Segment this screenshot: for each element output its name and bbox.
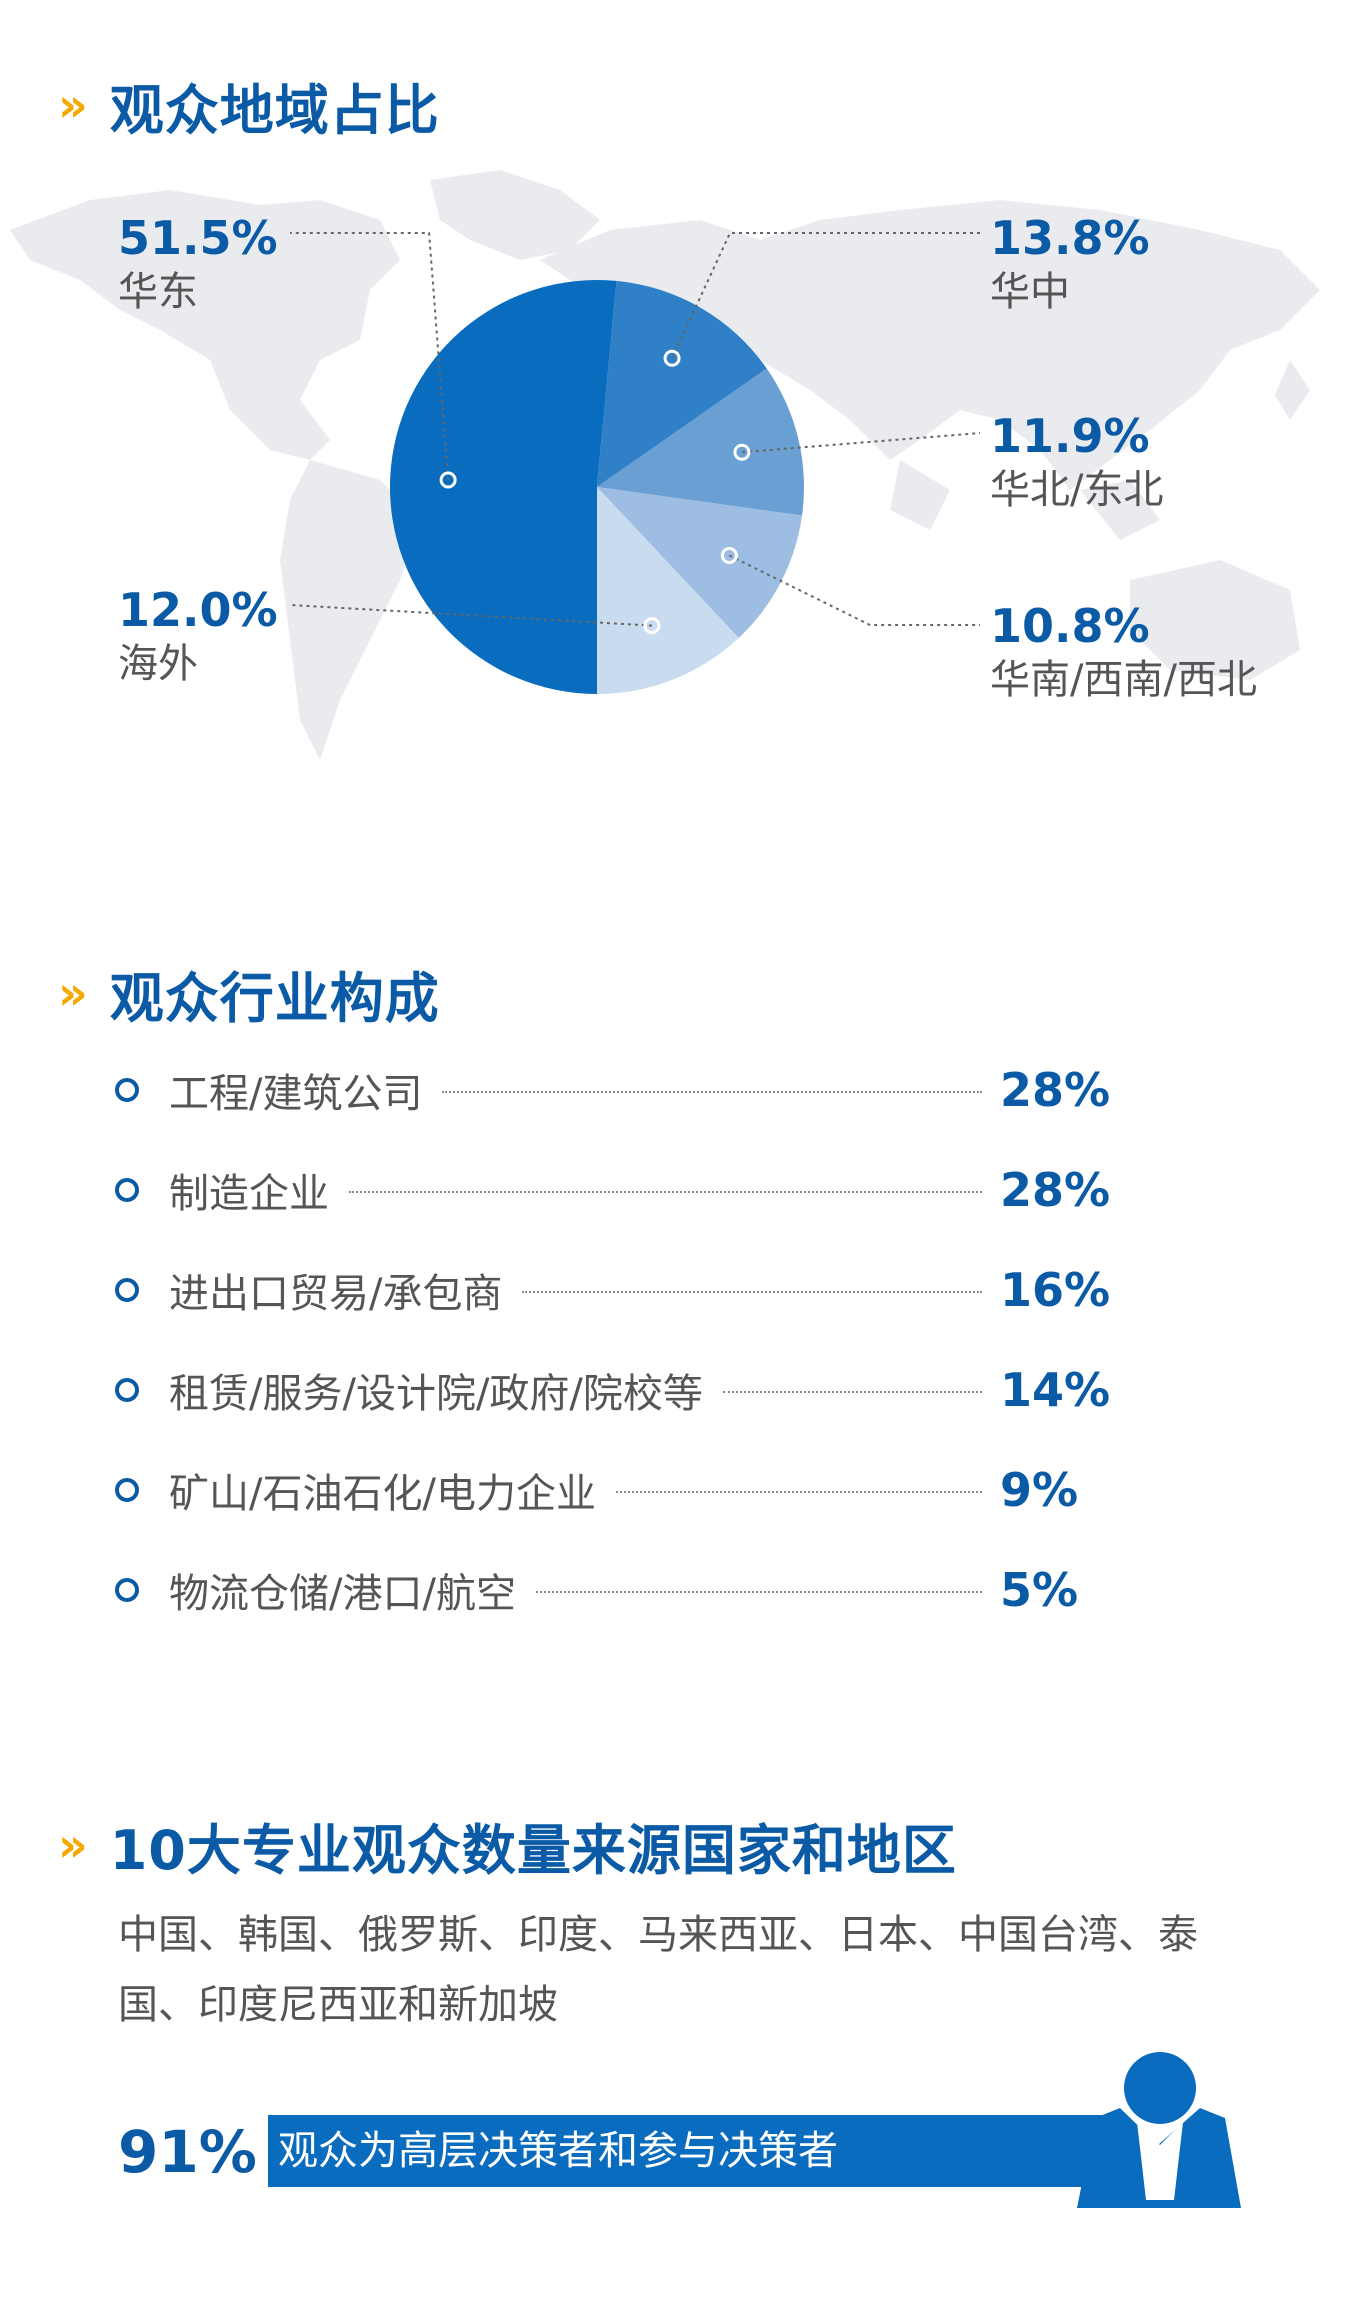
dotted-leader bbox=[722, 1391, 982, 1393]
countries-section-title: » 10大专业观众数量来源国家和地区 bbox=[58, 1810, 957, 1882]
industry-row: 工程/建筑公司 28% bbox=[115, 1060, 1115, 1120]
industry-name: 工程/建筑公司 bbox=[169, 1071, 423, 1117]
industry-pct: 28% bbox=[1000, 1163, 1111, 1217]
region-title-text: 观众地域占比 bbox=[109, 78, 440, 142]
pie-slice-3 bbox=[597, 487, 803, 638]
pie-marker-3 bbox=[720, 546, 738, 564]
dotted-leader bbox=[615, 1491, 982, 1493]
decision-maker-bar bbox=[268, 2115, 1108, 2187]
pie-marker-4 bbox=[643, 617, 661, 635]
industry-section-title: » 观众行业构成 bbox=[58, 958, 440, 1030]
industry-title-text: 观众行业构成 bbox=[109, 966, 440, 1030]
pie-leader-line-0 bbox=[290, 232, 450, 481]
pie-label-huabei: 11.9% 华北/东北 bbox=[990, 408, 1163, 516]
industry-row: 进出口贸易/承包商 16% bbox=[115, 1260, 1115, 1320]
industry-name: 租赁/服务/设计院/政府/院校等 bbox=[169, 1371, 703, 1417]
pie-slice-1 bbox=[597, 280, 767, 487]
decision-maker-pct: 91% bbox=[118, 2118, 257, 2186]
industry-name: 物流仓储/港口/航空 bbox=[169, 1571, 516, 1617]
circle-bullet-icon bbox=[115, 1278, 139, 1302]
industry-row: 矿山/石油石化/电力企业 9% bbox=[115, 1460, 1115, 1520]
pie-marker-1 bbox=[663, 349, 681, 367]
countries-list-text: 中国、韩国、俄罗斯、印度、马来西亚、日本、中国台湾、泰国、印度尼西亚和新加坡 bbox=[118, 1912, 1198, 2028]
pie-label-pct: 12.0% bbox=[118, 583, 278, 637]
pie-slice-4 bbox=[597, 487, 739, 694]
region-pie-chart bbox=[289, 232, 981, 694]
pie-label-pct: 13.8% bbox=[990, 211, 1150, 265]
circle-bullet-icon bbox=[115, 1578, 139, 1602]
pie-slice-0 bbox=[389, 279, 617, 694]
region-section-title: » 观众地域占比 bbox=[58, 70, 440, 142]
pie-label-huanan: 10.8% 华南/西南/西北 bbox=[990, 598, 1257, 706]
pie-label-huazhong: 13.8% 华中 bbox=[990, 210, 1150, 318]
dotted-leader bbox=[522, 1291, 982, 1293]
pie-slice-2 bbox=[597, 368, 804, 516]
circle-bullet-icon bbox=[115, 1478, 139, 1502]
pie-label-huadong: 51.5% 华东 bbox=[118, 210, 278, 318]
pie-label-region: 华东 bbox=[118, 269, 198, 315]
industry-row: 租赁/服务/设计院/政府/院校等 14% bbox=[115, 1360, 1115, 1420]
pie-leader-line-2 bbox=[741, 432, 981, 454]
pie-label-region: 华北/东北 bbox=[990, 467, 1164, 513]
chevron-icon: » bbox=[58, 78, 88, 132]
decision-maker-text: 观众为高层决策者和参与决策者 bbox=[278, 2128, 838, 2174]
pie-label-haiwai: 12.0% 海外 bbox=[118, 582, 278, 690]
industry-pct: 28% bbox=[1000, 1063, 1111, 1117]
industry-name: 制造企业 bbox=[169, 1171, 329, 1217]
pie-leader-line-3 bbox=[728, 554, 980, 626]
pie-leader-line-4 bbox=[289, 604, 652, 627]
industry-row: 制造企业 28% bbox=[115, 1160, 1115, 1220]
dotted-leader bbox=[442, 1091, 982, 1093]
dotted-leader bbox=[349, 1191, 982, 1193]
countries-title-text: 10大专业观众数量来源国家和地区 bbox=[109, 1818, 957, 1882]
pie-label-region: 华中 bbox=[990, 269, 1070, 315]
industry-name: 矿山/石油石化/电力企业 bbox=[169, 1471, 596, 1517]
pie-label-region: 华南/西南/西北 bbox=[990, 657, 1257, 703]
chevron-icon: » bbox=[58, 966, 88, 1020]
industry-pct: 9% bbox=[1000, 1463, 1079, 1517]
pie-label-pct: 51.5% bbox=[118, 211, 278, 265]
circle-bullet-icon bbox=[115, 1378, 139, 1402]
pie-marker-0 bbox=[439, 471, 457, 489]
dotted-leader bbox=[535, 1591, 982, 1593]
circle-bullet-icon bbox=[115, 1178, 139, 1202]
pie-label-pct: 10.8% bbox=[990, 599, 1150, 653]
pie-label-region: 海外 bbox=[118, 641, 198, 687]
pie-marker-2 bbox=[733, 443, 751, 461]
industry-name: 进出口贸易/承包商 bbox=[169, 1271, 503, 1317]
industry-pct: 16% bbox=[1000, 1263, 1111, 1317]
pie-label-pct: 11.9% bbox=[990, 409, 1150, 463]
person-icon bbox=[1077, 2052, 1241, 2208]
circle-bullet-icon bbox=[115, 1078, 139, 1102]
chevron-icon: » bbox=[58, 1818, 88, 1872]
industry-pct: 5% bbox=[1000, 1563, 1079, 1617]
industry-row: 物流仓储/港口/航空 5% bbox=[115, 1560, 1115, 1620]
industry-pct: 14% bbox=[1000, 1363, 1111, 1417]
